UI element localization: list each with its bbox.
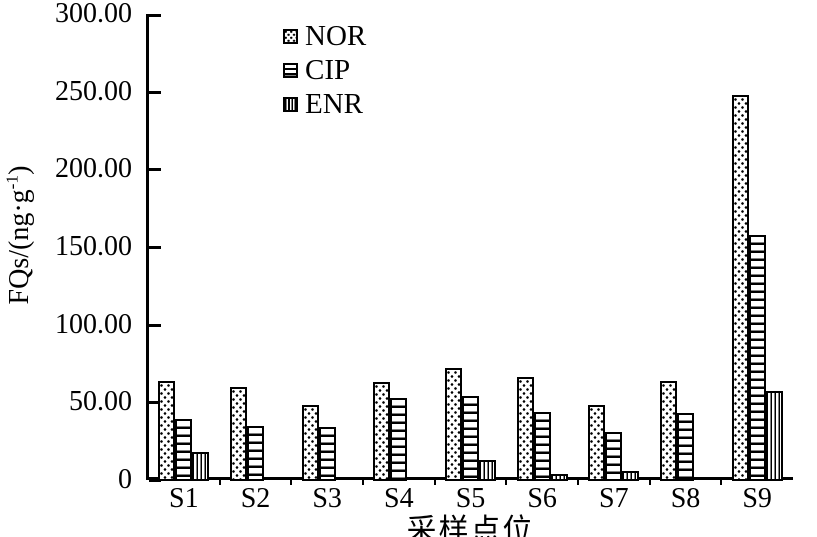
bar-S9-NOR bbox=[731, 94, 749, 481]
y-axis-tick-label: 0 bbox=[118, 464, 132, 495]
bar-S6-CIP bbox=[533, 411, 551, 481]
bar-S7-ENR bbox=[622, 470, 640, 481]
enr-vline-pattern-swatch-icon bbox=[283, 96, 298, 112]
x-axis-title: 采样点位 bbox=[406, 514, 535, 537]
x-axis-category-label: S2 bbox=[240, 483, 271, 514]
x-axis-category-label: S8 bbox=[670, 483, 701, 514]
bar-S9-CIP bbox=[748, 234, 766, 481]
legend-label-enr: ENR bbox=[305, 88, 363, 120]
x-axis-tick bbox=[648, 480, 651, 485]
bar-S8-NOR bbox=[660, 380, 677, 481]
y-axis-tick bbox=[149, 168, 161, 172]
x-axis-category-label: S6 bbox=[527, 483, 557, 514]
bar-S8-CIP bbox=[677, 413, 694, 481]
x-axis-tick bbox=[362, 480, 364, 485]
x-axis-tick bbox=[218, 480, 221, 485]
y-axis-tick-label: 250.00 bbox=[55, 75, 132, 107]
y-axis-tick bbox=[149, 323, 161, 327]
y-axis-tick bbox=[149, 246, 161, 249]
bar-S6-ENR bbox=[550, 473, 568, 481]
bar-S5-NOR bbox=[445, 368, 462, 481]
y-axis-tick-label: 200.00 bbox=[55, 153, 132, 185]
bar-S5-ENR bbox=[479, 459, 496, 481]
y-axis-tick bbox=[149, 90, 161, 94]
y-axis-line bbox=[146, 14, 149, 480]
y-axis-tick-label: 150.00 bbox=[55, 231, 132, 262]
y-axis-tick-label: 100.00 bbox=[55, 308, 132, 340]
nor-dot-pattern-swatch-icon bbox=[283, 28, 298, 44]
cip-hline-pattern-swatch-icon bbox=[283, 62, 298, 78]
legend: NOR CIP ENR bbox=[283, 19, 366, 121]
legend-label-cip: CIP bbox=[305, 54, 351, 86]
bar-S2-NOR bbox=[230, 386, 247, 481]
x-axis-tick bbox=[290, 480, 293, 485]
bar-S1-ENR bbox=[192, 452, 210, 481]
x-axis-tick bbox=[433, 480, 436, 485]
bar-S1-NOR bbox=[158, 380, 176, 481]
legend-item-cip: CIP bbox=[283, 53, 366, 87]
x-axis-category-label: S9 bbox=[742, 483, 772, 514]
bar-S3-NOR bbox=[301, 405, 319, 481]
legend-item-enr: ENR bbox=[283, 87, 366, 121]
bar-S3-CIP bbox=[318, 427, 336, 481]
x-axis-tick bbox=[720, 480, 723, 485]
bar-S6-NOR bbox=[516, 377, 534, 481]
bar-S1-CIP bbox=[175, 419, 193, 481]
y-axis-tick bbox=[149, 14, 161, 17]
bar-S5-CIP bbox=[462, 396, 479, 481]
y-axis-tick bbox=[149, 479, 161, 482]
bar-S2-CIP bbox=[247, 425, 264, 481]
legend-label-nor: NOR bbox=[305, 20, 367, 52]
y-axis-tick-label: 300.00 bbox=[55, 0, 132, 29]
x-axis-category-label: S7 bbox=[599, 483, 629, 514]
y-axis-title-exponent: -1 bbox=[2, 174, 22, 190]
x-axis-category-label: S1 bbox=[169, 483, 199, 514]
bar-S4-CIP bbox=[390, 397, 408, 481]
x-axis-category-label: S4 bbox=[384, 483, 414, 514]
bar-S7-CIP bbox=[605, 431, 623, 481]
y-axis-tick-label: 50.00 bbox=[69, 386, 132, 418]
x-axis-category-label: S5 bbox=[455, 483, 486, 514]
x-axis-tick bbox=[577, 480, 579, 485]
bar-S7-NOR bbox=[588, 405, 606, 481]
y-axis-tick bbox=[149, 401, 161, 405]
bar-S4-NOR bbox=[373, 382, 391, 481]
x-axis-tick bbox=[505, 480, 508, 485]
x-axis-category-label: S3 bbox=[312, 483, 342, 514]
bar-S9-ENR bbox=[765, 391, 783, 481]
legend-item-nor: NOR bbox=[283, 19, 366, 53]
